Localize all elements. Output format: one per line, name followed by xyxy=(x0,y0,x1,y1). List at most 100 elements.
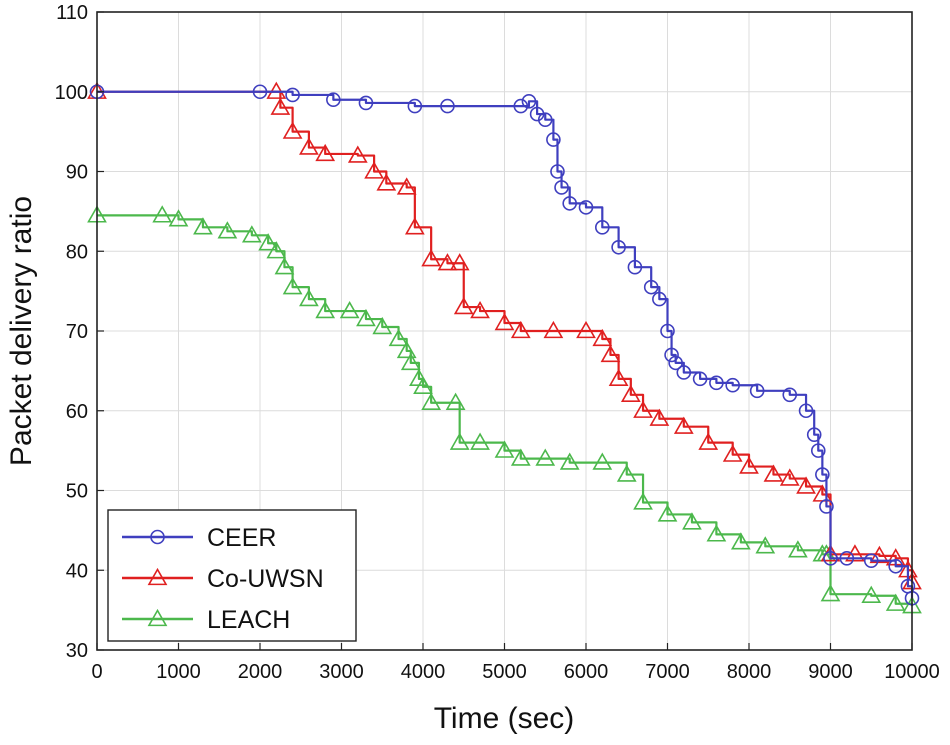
data-point-ceer xyxy=(810,443,826,458)
data-point-co-uwsn xyxy=(673,416,694,434)
data-point-ceer xyxy=(815,467,830,482)
data-point-co-uwsn xyxy=(449,253,470,271)
data-point-leach xyxy=(755,536,776,554)
data-point-co-uwsn xyxy=(722,444,743,462)
data-point-ceer xyxy=(709,375,724,391)
y-tick-label: 80 xyxy=(66,241,88,263)
data-point-ceer xyxy=(627,259,643,275)
data-point-ceer xyxy=(643,279,659,295)
data-point-leach xyxy=(413,376,433,394)
data-point-ceer xyxy=(823,550,838,566)
data-point-leach xyxy=(299,288,319,307)
data-point-co-uwsn xyxy=(470,300,490,319)
ticks: 0 1000 2000 3000 4000 5000 6000 7000 8000 9000 100… xyxy=(55,2,940,683)
data-point-co-uwsn xyxy=(592,328,613,347)
data-point-co-uwsn xyxy=(270,97,291,115)
data-point-ceer xyxy=(285,87,300,103)
data-point-co-uwsn xyxy=(282,121,303,139)
x-tick-label: 3000 xyxy=(319,661,364,683)
data-point-co-uwsn xyxy=(376,173,397,191)
data-point-co-uwsn xyxy=(633,400,653,418)
x-tick-label: 6000 xyxy=(564,661,609,683)
series-line-ceer xyxy=(97,90,914,599)
y-tick-label: 70 xyxy=(66,321,88,343)
data-point-leach xyxy=(258,233,279,251)
data-point-leach xyxy=(592,452,613,470)
data-point-ceer xyxy=(668,355,683,371)
data-point-ceer xyxy=(537,112,553,127)
data-point-ceer xyxy=(749,383,765,399)
legend-label-ceer: CEER xyxy=(207,524,276,552)
data-point-leach xyxy=(400,352,421,371)
y-tick-label: 40 xyxy=(66,560,88,582)
data-point-leach xyxy=(421,392,442,410)
data-point-co-uwsn xyxy=(396,177,417,195)
data-point-co-uwsn xyxy=(763,464,784,482)
data-point-leach xyxy=(396,340,417,359)
y-tick-label: 110 xyxy=(56,2,88,24)
data-point-ceer xyxy=(676,365,692,380)
y-tick-label: 50 xyxy=(66,481,88,503)
data-point-leach xyxy=(193,217,213,235)
series-ceer xyxy=(89,84,920,606)
data-point-ceer xyxy=(692,371,708,387)
x-tick-label: 8000 xyxy=(727,661,772,683)
data-point-leach xyxy=(494,440,515,458)
data-point-ceer xyxy=(652,291,667,307)
y-tick-label: 90 xyxy=(66,162,88,184)
x-tick-label: 1000 xyxy=(156,661,201,683)
data-point-leach xyxy=(820,584,841,602)
data-point-ceer xyxy=(252,84,268,100)
data-point-co-uwsn xyxy=(739,456,759,474)
data-point-leach xyxy=(449,432,470,450)
data-point-ceer xyxy=(819,499,834,514)
data-point-leach xyxy=(168,209,189,227)
data-point-leach xyxy=(861,585,882,603)
data-point-co-uwsn xyxy=(620,384,641,402)
data-point-co-uwsn xyxy=(299,137,319,155)
data-point-leach xyxy=(682,512,702,530)
data-point-leach xyxy=(445,392,466,410)
data-point-leach xyxy=(730,532,751,550)
data-point-leach xyxy=(510,448,531,466)
x-tick-label: 10000 xyxy=(884,661,940,683)
data-point-leach xyxy=(315,300,336,319)
data-point-co-uwsn xyxy=(453,296,474,315)
data-point-co-uwsn xyxy=(347,145,368,163)
data-point-co-uwsn xyxy=(404,217,425,235)
data-point-ceer xyxy=(578,200,594,215)
data-point-leach xyxy=(633,492,653,510)
data-point-leach xyxy=(152,205,173,223)
data-point-ceer xyxy=(660,323,675,339)
data-point-co-uwsn xyxy=(779,468,800,486)
data-point-leach xyxy=(535,448,556,466)
legend-label-co-uwsn: Co-UWSN xyxy=(207,565,324,593)
data-point-co-uwsn xyxy=(649,408,670,426)
x-tick-label: 5000 xyxy=(482,661,527,683)
x-tick-label: 0 xyxy=(91,661,102,683)
legend-marker-ceer xyxy=(150,529,165,545)
data-point-co-uwsn xyxy=(576,320,596,339)
y-tick-label: 60 xyxy=(66,401,88,423)
data-point-ceer xyxy=(782,387,798,403)
data-point-co-uwsn xyxy=(437,253,458,271)
data-point-leach xyxy=(372,316,393,335)
data-point-ceer xyxy=(888,558,904,574)
data-point-co-uwsn xyxy=(608,368,629,387)
y-tick-label: 100 xyxy=(55,82,88,104)
series-layer xyxy=(87,81,922,614)
data-point-leach xyxy=(616,464,637,482)
x-axis-label: Time (sec) xyxy=(434,702,575,735)
data-point-ceer xyxy=(554,180,569,195)
data-point-ceer xyxy=(440,98,455,114)
data-point-leach xyxy=(282,277,303,295)
data-point-ceer xyxy=(798,403,814,419)
data-point-leach xyxy=(266,241,287,259)
legend: CEER Co-UWSN LEACH xyxy=(107,509,357,642)
data-point-leach xyxy=(388,328,409,347)
data-point-leach xyxy=(274,257,295,275)
data-point-ceer xyxy=(562,196,578,211)
data-point-co-uwsn xyxy=(543,320,564,339)
data-point-leach xyxy=(356,308,376,327)
